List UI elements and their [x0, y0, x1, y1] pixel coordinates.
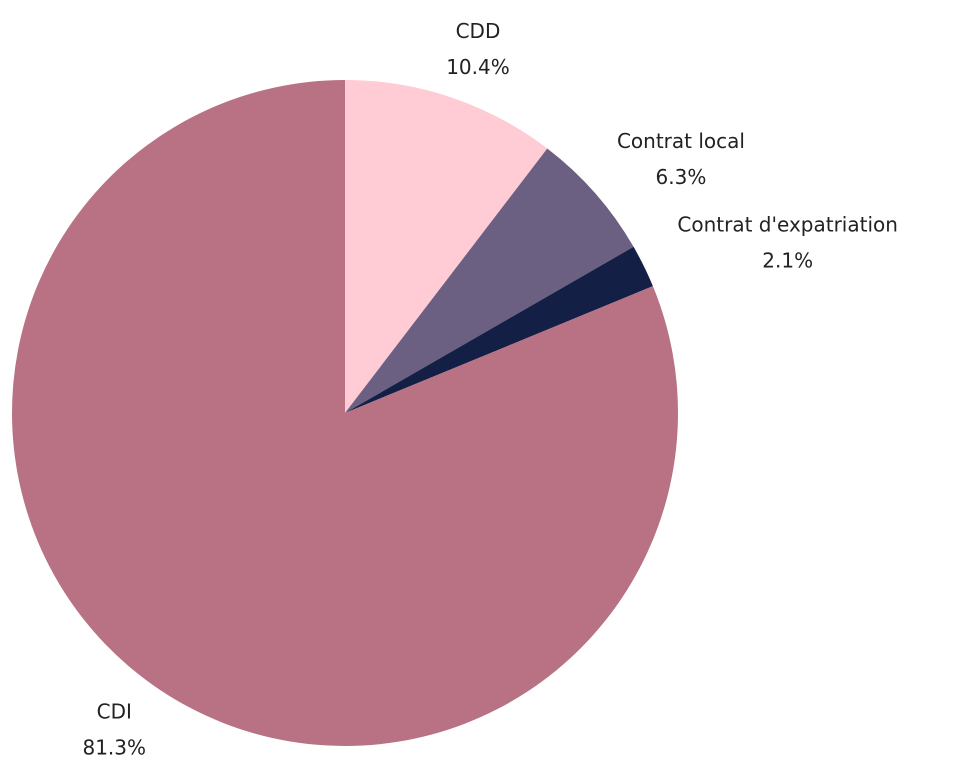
slice-label: CDD — [456, 19, 501, 43]
pie-slice — [11, 80, 679, 747]
slice-value-label: 81.3% — [82, 736, 146, 760]
pie-slice — [345, 246, 653, 413]
slice-value-label: 2.1% — [762, 249, 813, 273]
pie-slice — [345, 80, 548, 413]
slice-label: CDI — [97, 700, 132, 724]
pie-slice — [345, 148, 634, 413]
slice-label: Contrat local — [617, 129, 745, 153]
slice-value-label: 10.4% — [446, 55, 510, 79]
slice-label: Contrat d'expatriation — [677, 213, 898, 237]
slice-value-label: 6.3% — [656, 165, 707, 189]
